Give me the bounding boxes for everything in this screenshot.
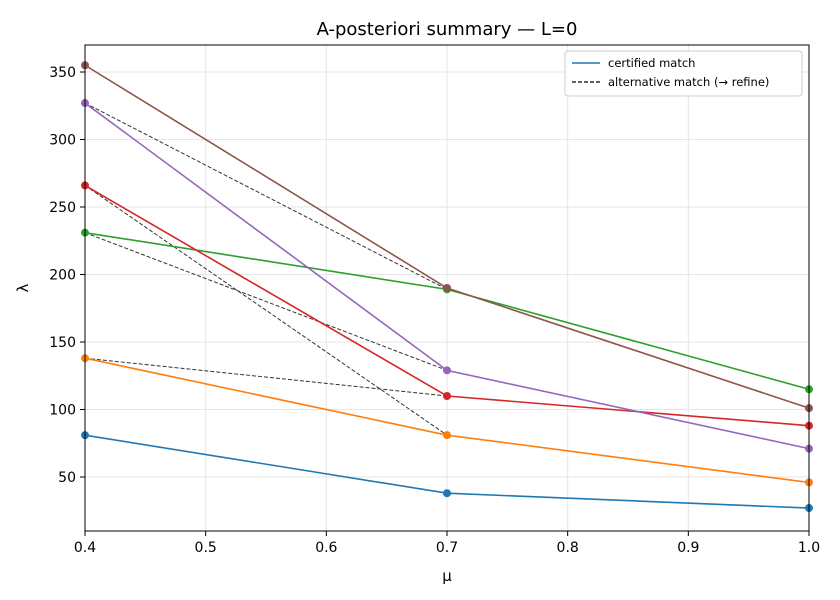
alternative-match-line	[84, 102, 448, 290]
y-axis-label: λ	[14, 283, 32, 292]
y-tick-label: 50	[58, 470, 76, 486]
data-point	[443, 284, 451, 292]
y-tick-label: 150	[49, 335, 76, 351]
data-point	[443, 366, 451, 375]
data-point	[443, 489, 451, 498]
x-tick-label: 0.5	[195, 540, 217, 556]
x-tick-label: 1.0	[798, 540, 820, 556]
x-tick-label: 0.6	[315, 540, 337, 556]
legend-label-certified: certified match	[608, 56, 695, 70]
legend-box	[564, 50, 803, 97]
y-tick-label: 300	[49, 133, 76, 149]
legend-label-alternative: alternative match (→ refine)	[608, 75, 769, 89]
data-point	[443, 392, 451, 400]
y-tick-label: 250	[49, 200, 76, 216]
alternative-lines	[84, 102, 448, 436]
alternative-match-line	[84, 232, 448, 371]
x-axis: 0.4 0.5 0.6 0.7 0.8 0.9 1.0	[74, 531, 820, 556]
legend: certified match alternative match (→ ref…	[564, 50, 803, 97]
x-tick-label: 0.7	[436, 540, 458, 556]
y-tick-label: 200	[49, 268, 76, 284]
x-tick-label: 0.4	[74, 540, 96, 556]
alternative-match-line	[84, 184, 448, 436]
x-tick-label: 0.8	[557, 540, 579, 556]
x-axis-label: μ	[442, 567, 452, 585]
y-tick-label: 350	[49, 65, 76, 81]
data-point	[443, 431, 451, 440]
y-tick-label: 100	[49, 403, 76, 419]
y-axis: 50 100 150 200 250 300 350	[49, 65, 85, 486]
chart-title: A-posteriori summary — L=0	[317, 19, 578, 40]
alternative-match-line	[84, 357, 448, 397]
x-tick-label: 0.9	[677, 540, 699, 556]
